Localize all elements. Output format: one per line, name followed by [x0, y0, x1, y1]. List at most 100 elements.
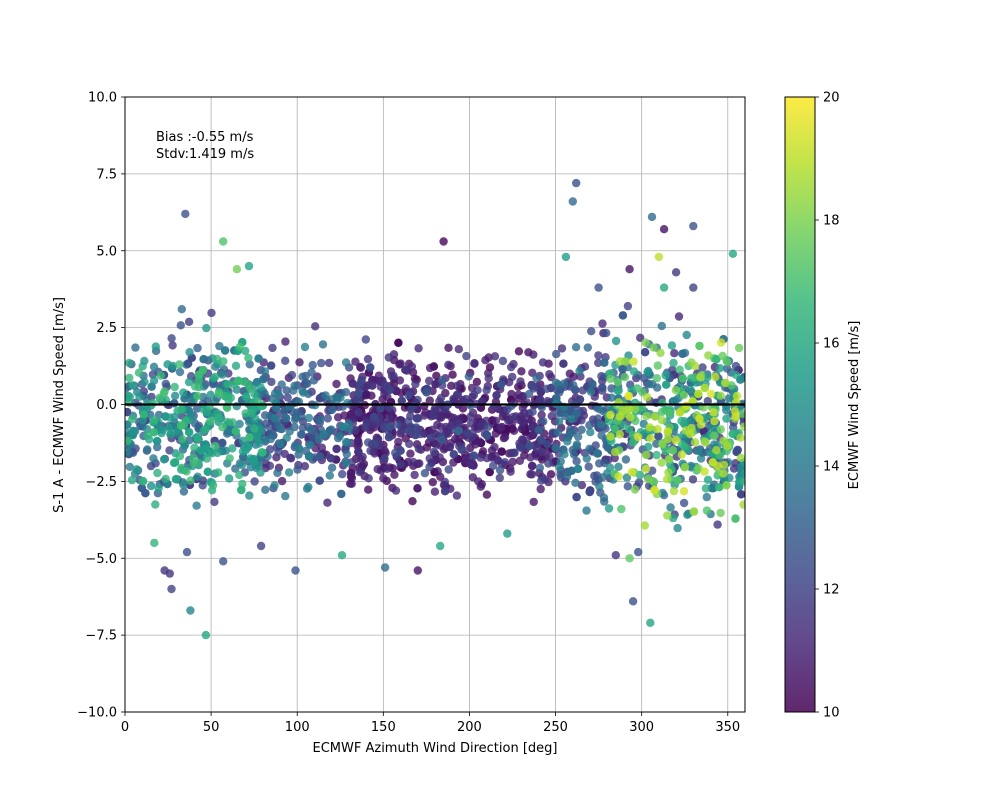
- scatter-point: [315, 452, 325, 461]
- scatter-point: [532, 373, 541, 383]
- scatter-point: [738, 409, 745, 419]
- scatter-point: [585, 421, 594, 430]
- scatter-point: [149, 454, 158, 463]
- scatter-point: [555, 462, 564, 472]
- scatter-point: [490, 352, 500, 361]
- scatter-point: [165, 423, 174, 433]
- scatter-point: [406, 405, 416, 414]
- scatter-point: [295, 358, 304, 367]
- scatter-point: [272, 399, 281, 408]
- scatter-point: [498, 356, 508, 366]
- scatter-point: [731, 514, 740, 523]
- scatter-point: [545, 452, 554, 461]
- scatter-point: [623, 482, 632, 491]
- scatter-point: [482, 490, 492, 499]
- scatter-point: [142, 394, 151, 403]
- scatter-point: [170, 399, 179, 408]
- scatter-point: [630, 405, 640, 414]
- scatter-point: [657, 407, 667, 417]
- scatter-point: [366, 446, 375, 456]
- scatter-point: [186, 476, 195, 485]
- scatter-point: [125, 373, 134, 383]
- scatter-point: [231, 464, 240, 473]
- scatter-point: [572, 492, 581, 502]
- scatter-point: [563, 468, 573, 477]
- scatter-point: [335, 431, 344, 441]
- scatter-point: [671, 396, 680, 405]
- scatter-point: [341, 388, 351, 397]
- scatter-point: [414, 444, 423, 453]
- scatter-point: [368, 381, 377, 390]
- scatter-point: [481, 356, 490, 365]
- scatter-point: [641, 338, 650, 347]
- scatter-point: [219, 557, 228, 566]
- scatter-point: [594, 358, 603, 368]
- scatter-point: [261, 485, 270, 494]
- x-tick-label: 50: [203, 720, 220, 735]
- scatter-point: [689, 221, 698, 231]
- scatter-point: [662, 380, 671, 389]
- scatter-point: [176, 421, 186, 430]
- scatter-point: [668, 446, 678, 455]
- scatter-point: [176, 321, 185, 330]
- scatter-point: [412, 423, 421, 432]
- scatter-point: [290, 381, 299, 390]
- scatter-point: [650, 485, 659, 495]
- y-tick-label: 7.5: [96, 167, 117, 182]
- scatter-point: [671, 386, 681, 395]
- scatter-point: [490, 402, 499, 411]
- scatter-point: [354, 388, 363, 398]
- scatter-point: [625, 265, 634, 274]
- scatter-point: [657, 416, 667, 425]
- scatter-point: [665, 408, 674, 417]
- scatter-point: [535, 395, 545, 404]
- scatter-point: [435, 411, 444, 420]
- scatter-point: [376, 403, 385, 413]
- scatter-point: [444, 465, 453, 474]
- scatter-point: [517, 435, 527, 444]
- scatter-point: [701, 484, 711, 493]
- scatter-point: [675, 365, 684, 374]
- scatter-point: [277, 476, 287, 486]
- scatter-point: [270, 481, 279, 490]
- scatter-point: [218, 370, 227, 379]
- colorbar: 10 12 14 16 18 20 ECMWF Wind Speed [m/s]: [784, 91, 862, 721]
- scatter-point: [716, 338, 726, 347]
- scatter-point: [366, 363, 375, 372]
- scatter-point: [461, 394, 471, 404]
- scatter-point: [180, 441, 189, 450]
- scatter-point: [546, 470, 556, 479]
- scatter-point: [634, 547, 643, 557]
- scatter-point: [286, 454, 296, 463]
- scatter-point: [572, 178, 581, 188]
- scatter-point: [245, 360, 254, 369]
- scatter-point: [646, 618, 655, 627]
- scatter-point: [688, 475, 698, 484]
- scatter-point: [192, 501, 201, 510]
- scatter-point: [449, 458, 458, 467]
- colorbar-gradient: [785, 97, 815, 712]
- scatter-point: [458, 445, 467, 454]
- scatter-point: [413, 566, 422, 575]
- scatter-point: [710, 417, 719, 426]
- scatter-point: [614, 462, 623, 471]
- scatter-point: [544, 459, 553, 468]
- scatter-point: [629, 367, 639, 376]
- scatter-point: [155, 393, 164, 402]
- scatter-point: [679, 391, 689, 400]
- scatter-point: [259, 375, 268, 384]
- scatter-point: [467, 460, 476, 469]
- scatter-point: [733, 445, 742, 455]
- x-tick-label: 300: [629, 720, 654, 735]
- y-tick-label: −2.5: [85, 475, 117, 490]
- scatter-point: [551, 378, 561, 387]
- scatter-point: [517, 443, 526, 453]
- scatter-point: [615, 357, 625, 366]
- scatter-point: [614, 472, 623, 481]
- scatter-point: [695, 341, 704, 351]
- scatter-point: [218, 423, 227, 432]
- scatter-point: [408, 497, 417, 506]
- scatter-point: [235, 470, 244, 480]
- scatter-point: [658, 398, 667, 408]
- scatter-point: [611, 551, 620, 560]
